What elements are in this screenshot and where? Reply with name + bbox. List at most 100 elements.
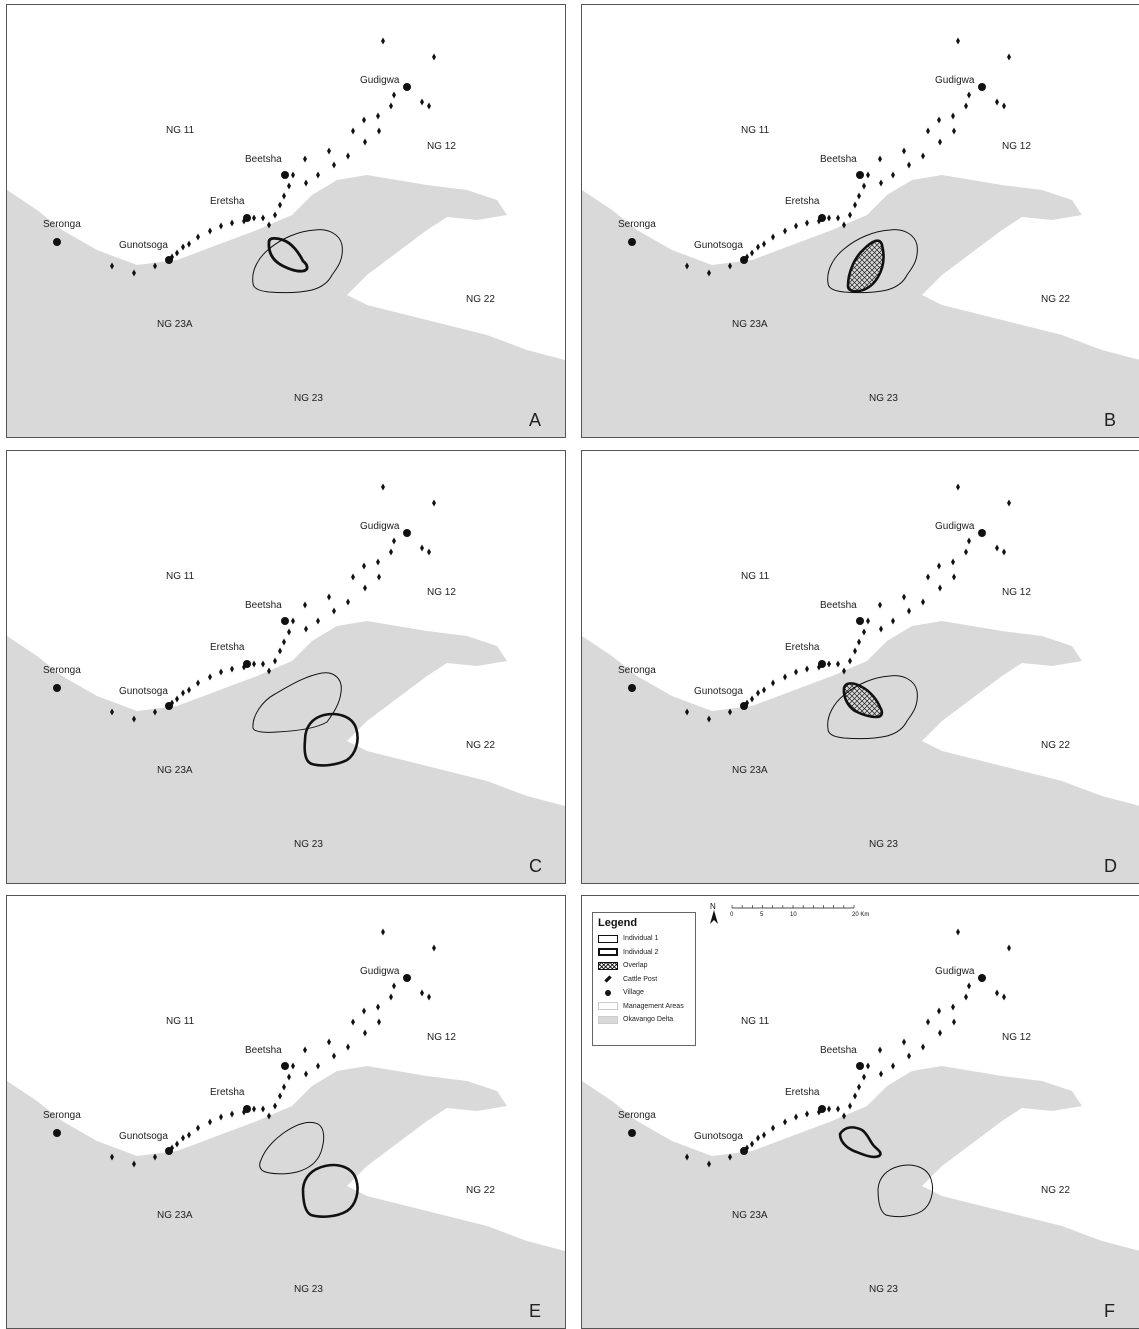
cattle-post-marker [316, 171, 320, 179]
management-area-label: NG 23A [157, 319, 193, 330]
cattle-post-marker [282, 192, 286, 200]
cattle-post-marker [278, 647, 282, 655]
cattle-post-marker [891, 171, 895, 179]
cattle-post-marker [956, 37, 960, 45]
delta-region [7, 1066, 565, 1328]
cattle-post-marker [376, 558, 380, 566]
village-marker [281, 617, 289, 625]
management-area-label: NG 12 [427, 1032, 456, 1043]
panel-letter: D [1104, 856, 1117, 876]
cattle-post-marker [420, 989, 424, 997]
cattle-post-marker [377, 573, 381, 581]
village-marker [243, 214, 251, 222]
village-label: Gunotsoga [119, 240, 168, 251]
cattle-post-marker [346, 1043, 350, 1051]
village-marker [628, 1129, 636, 1137]
cattle-post-marker [332, 1052, 336, 1060]
management-area-label: NG 22 [466, 740, 495, 751]
map-canvas: Gudigwa Beetsha Eretsha Seronga Gunotsoga NG … [582, 37, 1139, 437]
panel-letter: A [529, 410, 541, 430]
map-panel-d: Gudigwa Beetsha Eretsha Seronga Gunotsoga NG … [581, 450, 1139, 884]
cattle-post-marker [952, 1018, 956, 1026]
cattle-post-marker [952, 127, 956, 135]
cattle-post-marker [794, 1113, 798, 1121]
cattle-post-marker [728, 262, 732, 270]
legend-item: Okavango Delta [598, 1013, 690, 1027]
home-range-individual-1 [252, 229, 343, 294]
cattle-post-marker [110, 708, 114, 716]
cattle-post-marker [278, 201, 282, 209]
village-marker [53, 1129, 61, 1137]
village-label: Eretsha [210, 196, 245, 207]
cattle-post-marker [303, 1046, 307, 1054]
cattle-post-marker [902, 1038, 906, 1046]
cattle-post-marker [273, 657, 277, 665]
management-area-label: NG 23A [732, 765, 768, 776]
panel-letter: F [1104, 1301, 1115, 1321]
cattle-post-marker [685, 708, 689, 716]
cattle-post-marker [327, 147, 331, 155]
cattle-post-marker [196, 1124, 200, 1132]
cattle-post-marker [907, 161, 911, 169]
legend-item: Management Areas [598, 1000, 690, 1014]
cattle-post-marker [805, 219, 809, 227]
legend-swatch-thick-outline [598, 948, 618, 957]
legend-item: Overlap [598, 959, 690, 973]
cattle-post-marker [728, 1153, 732, 1161]
village-marker [818, 1105, 826, 1113]
cattle-post-marker [132, 269, 136, 277]
management-area-label: NG 11 [741, 1016, 770, 1027]
cattle-post-marker [427, 102, 431, 110]
management-area-label: NG 11 [166, 1016, 195, 1027]
village-marker [281, 171, 289, 179]
village-marker [165, 1147, 173, 1155]
cattle-post-marker [891, 617, 895, 625]
cattle-post-marker [951, 1003, 955, 1011]
cattle-post-marker [805, 1110, 809, 1118]
cattle-post-marker [1002, 548, 1006, 556]
cattle-post-marker [291, 1062, 295, 1070]
legend-item: Cattle Post [598, 973, 690, 987]
cattle-post-marker [381, 483, 385, 491]
village-label: Beetsha [820, 600, 857, 611]
home-range-individual-2 [267, 236, 309, 273]
cattle-post-marker [267, 1112, 271, 1120]
cattle-post-marker [175, 249, 179, 257]
delta-region [582, 621, 1139, 883]
management-area-label: NG 23A [157, 1210, 193, 1221]
cattle-post-marker [291, 617, 295, 625]
village-marker [165, 256, 173, 264]
cattle-post-marker [332, 607, 336, 615]
management-area-label: NG 22 [1041, 740, 1070, 751]
cattle-post-marker [967, 91, 971, 99]
village-marker [856, 1062, 864, 1070]
cattle-post-marker [853, 647, 857, 655]
village-label: Gunotsoga [694, 686, 743, 697]
village-label: Gudigwa [360, 75, 400, 86]
cattle-post-marker [937, 116, 941, 124]
cattle-post-marker [110, 1153, 114, 1161]
cattle-post-marker [836, 214, 840, 222]
legend-swatch-light-line [598, 1002, 618, 1011]
management-area-label: NG 22 [466, 1185, 495, 1196]
delta-region [7, 621, 565, 883]
cattle-post-marker [756, 689, 760, 697]
cattle-post-marker [956, 483, 960, 491]
scale-bar: N 0 5 10 20 Km [710, 902, 869, 924]
cattle-post-marker [389, 548, 393, 556]
cattle-post-marker [926, 573, 930, 581]
cattle-post-marker [1007, 499, 1011, 507]
village-marker [403, 974, 411, 982]
management-area-label: NG 22 [1041, 1185, 1070, 1196]
village-label: Beetsha [820, 154, 857, 165]
cattle-post-marker [938, 1029, 942, 1037]
cattle-post-marker [273, 211, 277, 219]
cattle-post-marker [230, 665, 234, 673]
cattle-post-marker [392, 91, 396, 99]
cattle-post-marker [827, 1105, 831, 1113]
legend-swatch-crosshatch [598, 961, 618, 970]
cattle-post-marker [902, 147, 906, 155]
cattle-post-marker [848, 211, 852, 219]
management-area-label: NG 11 [741, 125, 770, 136]
cattle-post-marker [432, 944, 436, 952]
